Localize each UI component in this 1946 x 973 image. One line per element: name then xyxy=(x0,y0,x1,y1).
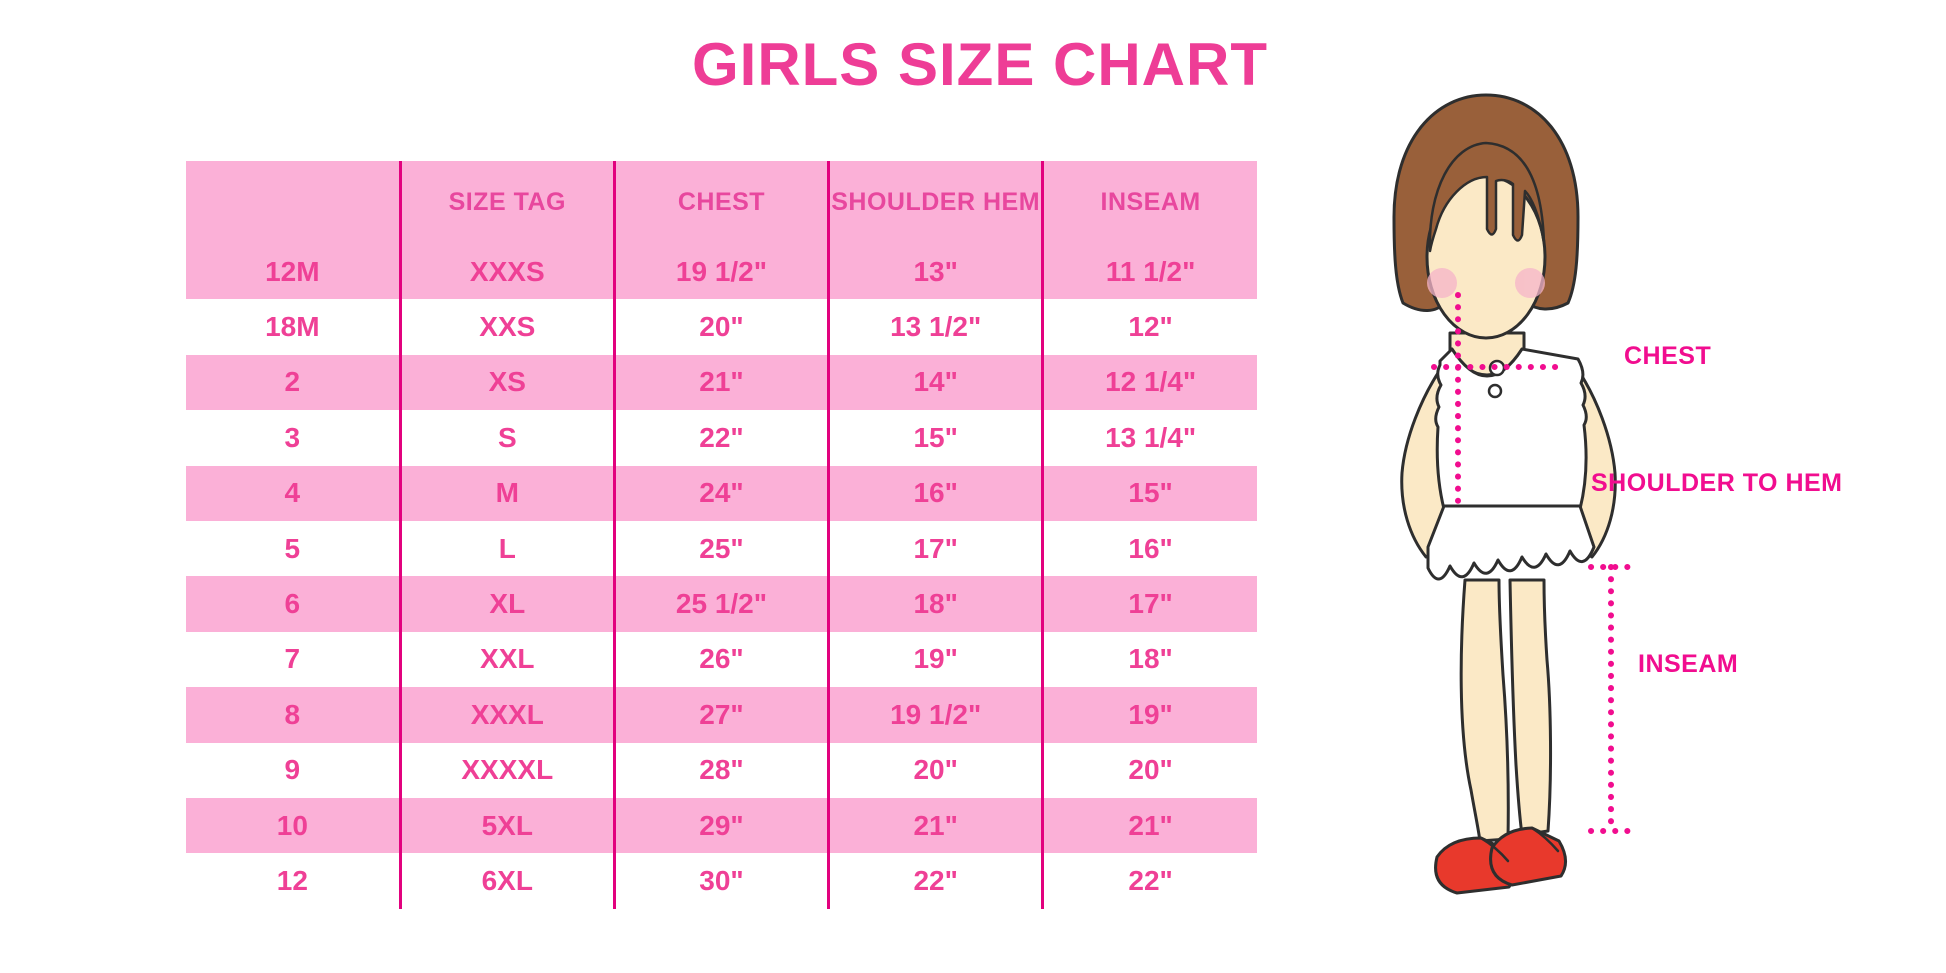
size-cell: 6 xyxy=(186,576,401,632)
inseam-cell: 20" xyxy=(1041,742,1257,798)
girls-size-table: SIZE TAG CHEST SHOULDER HEM INSEAM 12M X… xyxy=(186,161,1257,909)
size-cell: 8 xyxy=(186,687,401,743)
size-cell: 5 xyxy=(186,520,401,577)
size-table-header: SIZE TAG CHEST SHOULDER HEM INSEAM xyxy=(186,161,1257,244)
size-tag-cell: XXXL xyxy=(398,687,615,743)
size-tag-cell: XXXXL xyxy=(398,742,615,798)
size-cell: 12 xyxy=(186,853,401,909)
girl-cheeks xyxy=(1427,268,1545,298)
chest-cell: 26" xyxy=(612,631,829,688)
size-tag-cell: XXS xyxy=(398,299,615,355)
table-row: 12 6XL 30" 22" 22" xyxy=(186,853,1257,909)
girl-legs xyxy=(1459,578,1553,843)
chest-cell: 22" xyxy=(612,410,829,466)
shoulder-hem-cell: 14" xyxy=(827,354,1043,411)
inseam-cell: 22" xyxy=(1041,853,1257,909)
size-tag-cell: XL xyxy=(398,576,615,632)
table-row: 3 S 22" 15" 13 1/4" xyxy=(186,410,1257,466)
inseam-cell: 11 1/2" xyxy=(1041,244,1257,300)
size-cell: 9 xyxy=(186,742,401,798)
col-header-shoulder-hem: SHOULDER HEM xyxy=(827,161,1043,244)
size-tag-cell: 5XL xyxy=(398,797,615,854)
size-cell: 10 xyxy=(186,797,401,854)
inseam-cell: 12 1/4" xyxy=(1041,354,1257,411)
inseam-cell: 15" xyxy=(1041,465,1257,521)
size-cell: 4 xyxy=(186,465,401,521)
table-row: 5 L 25" 17" 16" xyxy=(186,520,1257,577)
inseam-cell: 18" xyxy=(1041,631,1257,688)
chest-cell: 20" xyxy=(612,299,829,355)
inseam-cell: 21" xyxy=(1041,797,1257,854)
chest-cell: 29" xyxy=(612,797,829,854)
chest-cell: 27" xyxy=(612,687,829,743)
shoulder-hem-cell: 20" xyxy=(827,742,1043,798)
col-header-size xyxy=(186,161,401,244)
chest-cell: 21" xyxy=(612,354,829,411)
girl-illustration xyxy=(1392,93,1634,895)
col-header-size-tag: SIZE TAG xyxy=(398,161,615,244)
shoulder-hem-cell: 19" xyxy=(827,631,1043,688)
shoulder-hem-cell: 18" xyxy=(827,576,1043,632)
chest-cell: 28" xyxy=(612,742,829,798)
inseam-label: INSEAM xyxy=(1638,650,1739,678)
page-title: GIRLS SIZE CHART xyxy=(691,31,1268,98)
table-row: 12M XXXS 19 1/2" 13" 11 1/2" xyxy=(186,244,1257,300)
chest-cell: 25" xyxy=(612,520,829,577)
table-row: 9 XXXXL 28" 20" 20" xyxy=(186,742,1257,798)
inseam-line xyxy=(1588,564,1634,834)
table-row: 4 M 24" 16" 15" xyxy=(186,465,1257,521)
size-cell: 12M xyxy=(186,244,401,300)
size-table-area: SIZE TAG CHEST SHOULDER HEM INSEAM 12M X… xyxy=(186,161,1257,909)
inseam-cell: 19" xyxy=(1041,687,1257,743)
chest-cell: 25 1/2" xyxy=(612,576,829,632)
inseam-cell: 13 1/4" xyxy=(1041,410,1257,466)
table-row: 10 5XL 29" 21" 21" xyxy=(186,797,1257,854)
size-tag-cell: L xyxy=(398,520,615,577)
table-row: 6 XL 25 1/2" 18" 17" xyxy=(186,576,1257,632)
shoulder-hem-cell: 15" xyxy=(827,410,1043,466)
shoulder-to-hem-label: SHOULDER TO HEM xyxy=(1591,469,1843,497)
shoulder-hem-cell: 13" xyxy=(827,244,1043,300)
inseam-cell: 12" xyxy=(1041,299,1257,355)
chest-label: CHEST xyxy=(1624,342,1712,370)
chest-cell: 24" xyxy=(612,465,829,521)
girl-shoes xyxy=(1434,826,1567,895)
inseam-cell: 17" xyxy=(1041,576,1257,632)
shoulder-hem-cell: 17" xyxy=(827,520,1043,577)
shoulder-hem-cell: 13 1/2" xyxy=(827,299,1043,355)
shoulder-hem-cell: 22" xyxy=(827,853,1043,909)
shoulder-hem-cell: 19 1/2" xyxy=(827,687,1043,743)
chest-cell: 19 1/2" xyxy=(612,244,829,300)
girl-bangs xyxy=(1428,141,1546,253)
table-row: 7 XXL 26" 19" 18" xyxy=(186,631,1257,688)
size-cell: 7 xyxy=(186,631,401,688)
size-tag-cell: XS xyxy=(398,354,615,411)
size-tag-cell: XXXS xyxy=(398,244,615,300)
size-tag-cell: S xyxy=(398,410,615,466)
shoulder-hem-cell: 21" xyxy=(827,797,1043,854)
button xyxy=(1487,383,1503,399)
size-cell: 2 xyxy=(186,354,401,411)
table-row: 8 XXXL 27" 19 1/2" 19" xyxy=(186,687,1257,743)
col-header-chest: CHEST xyxy=(612,161,829,244)
chest-cell: 30" xyxy=(612,853,829,909)
size-tag-cell: M xyxy=(398,465,615,521)
size-cell: 3 xyxy=(186,410,401,466)
shoulder-hem-cell: 16" xyxy=(827,465,1043,521)
table-row: 18M XXS 20" 13 1/2" 12" xyxy=(186,299,1257,355)
size-table-body: 12M XXXS 19 1/2" 13" 11 1/2" 18M XXS 20"… xyxy=(186,244,1257,909)
size-tag-cell: XXL xyxy=(398,631,615,688)
inseam-cell: 16" xyxy=(1041,520,1257,577)
col-header-inseam: INSEAM xyxy=(1041,161,1257,244)
header-row: SIZE TAG CHEST SHOULDER HEM INSEAM xyxy=(186,161,1257,244)
girl-top xyxy=(1426,347,1596,581)
table-row: 2 XS 21" 14" 12 1/4" xyxy=(186,354,1257,411)
size-cell: 18M xyxy=(186,299,401,355)
size-tag-cell: 6XL xyxy=(398,853,615,909)
